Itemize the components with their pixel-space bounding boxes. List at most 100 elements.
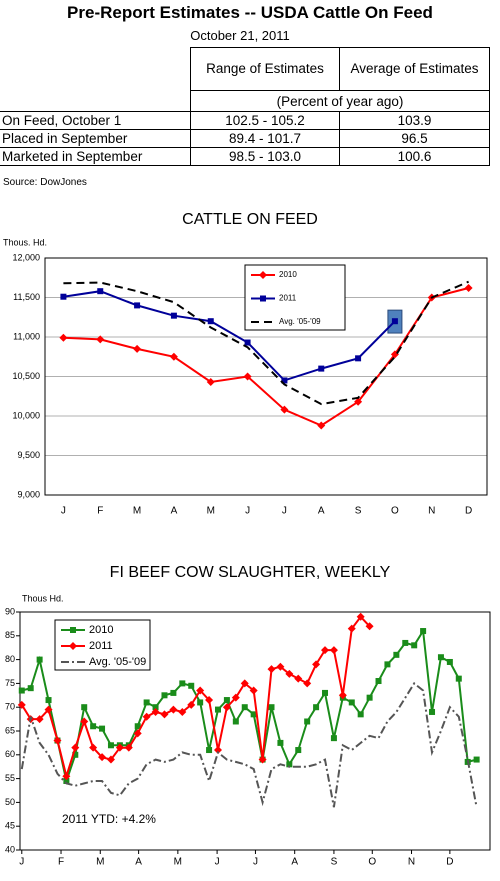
y-axis-label: Thous. Hd. (3, 237, 47, 247)
point (35, 715, 44, 724)
x-tick-label: M (133, 506, 141, 517)
x-tick-label: J (19, 857, 24, 868)
point (196, 686, 205, 695)
point (294, 674, 303, 683)
point (365, 622, 374, 631)
y-tick-label: 12,000 (12, 252, 40, 262)
point (81, 704, 88, 711)
x-tick-label: M (207, 506, 215, 517)
y-tick-label: 90 (5, 606, 15, 616)
point (366, 694, 373, 701)
x-tick-label: F (58, 857, 64, 868)
point (71, 743, 80, 752)
point (134, 723, 141, 730)
point (437, 654, 444, 661)
point (268, 704, 275, 711)
source: Source: DowJones (3, 177, 87, 188)
point (318, 365, 325, 372)
x-tick-label: J (253, 857, 258, 868)
x-tick-label: M (174, 857, 182, 868)
point (206, 378, 215, 387)
series-line (20, 615, 371, 780)
legend-label: 2011 (89, 640, 113, 652)
point (18, 687, 25, 694)
point (142, 712, 151, 721)
chart-title: FI BEEF COW SLAUGHTER, WEEKLY (110, 564, 391, 581)
point (304, 718, 311, 725)
point (322, 689, 329, 696)
x-tick-label: J (282, 506, 287, 517)
y-tick-label: 40 (5, 844, 15, 854)
row-label: Marketed in September (0, 147, 191, 166)
point (249, 686, 258, 695)
point (44, 705, 53, 714)
point (213, 746, 222, 755)
y-tick-label: 11,000 (13, 331, 40, 341)
point (243, 372, 252, 381)
point (63, 777, 70, 784)
cell: 100.6 (339, 147, 490, 166)
point (160, 710, 169, 719)
point (250, 711, 257, 718)
point (285, 669, 294, 678)
y-tick-label: 70 (5, 702, 15, 712)
point (329, 646, 338, 655)
point (464, 284, 473, 293)
point (384, 661, 391, 668)
estimates-table: Range of Estimates Average of Estimates (… (0, 47, 490, 166)
point (98, 753, 107, 762)
plot-frame (19, 611, 491, 851)
x-tick-label: S (355, 506, 362, 517)
point (169, 352, 178, 361)
point (303, 679, 312, 688)
point (97, 288, 104, 295)
point (151, 707, 160, 716)
legend-marker (260, 295, 266, 302)
point (178, 707, 187, 716)
point (90, 723, 97, 730)
point (133, 344, 142, 353)
series-line (63, 280, 469, 406)
y-tick-label: 60 (5, 749, 15, 759)
point (17, 700, 26, 709)
point (429, 708, 436, 715)
point (355, 355, 362, 362)
series-line (20, 681, 478, 808)
legend-label: Avg. '05-'09 (279, 317, 321, 326)
point (281, 377, 288, 384)
point (170, 312, 177, 319)
point (446, 658, 453, 665)
plot-frame (44, 257, 488, 496)
point (187, 700, 196, 709)
point (124, 743, 133, 752)
legend-marker (69, 642, 77, 650)
legend-marker (70, 627, 76, 633)
cell: 98.5 - 103.0 (190, 147, 340, 166)
point (53, 736, 62, 745)
chart-title: CATTLE ON FEED (182, 211, 318, 228)
point (393, 651, 400, 658)
y-tick-label: 55 (5, 773, 15, 783)
point (80, 717, 89, 726)
y-tick-label: 45 (5, 821, 15, 831)
point (357, 711, 364, 718)
y-tick-label: 65 (5, 725, 15, 735)
point (321, 646, 330, 655)
series-line (21, 628, 477, 785)
point (99, 725, 106, 732)
point (72, 751, 79, 758)
y-tick-label: 85 (5, 630, 15, 640)
point (27, 685, 34, 692)
x-tick-label: F (97, 506, 103, 517)
point (280, 405, 289, 414)
x-tick-label: J (245, 506, 250, 517)
point (134, 302, 141, 309)
point (89, 743, 98, 752)
y-axis-label: Thous Hd. (22, 593, 64, 603)
point (59, 333, 68, 342)
point (45, 697, 52, 704)
y-tick-label: 80 (5, 654, 15, 664)
column-header: Average of Estimates (339, 47, 490, 91)
point (205, 696, 214, 705)
